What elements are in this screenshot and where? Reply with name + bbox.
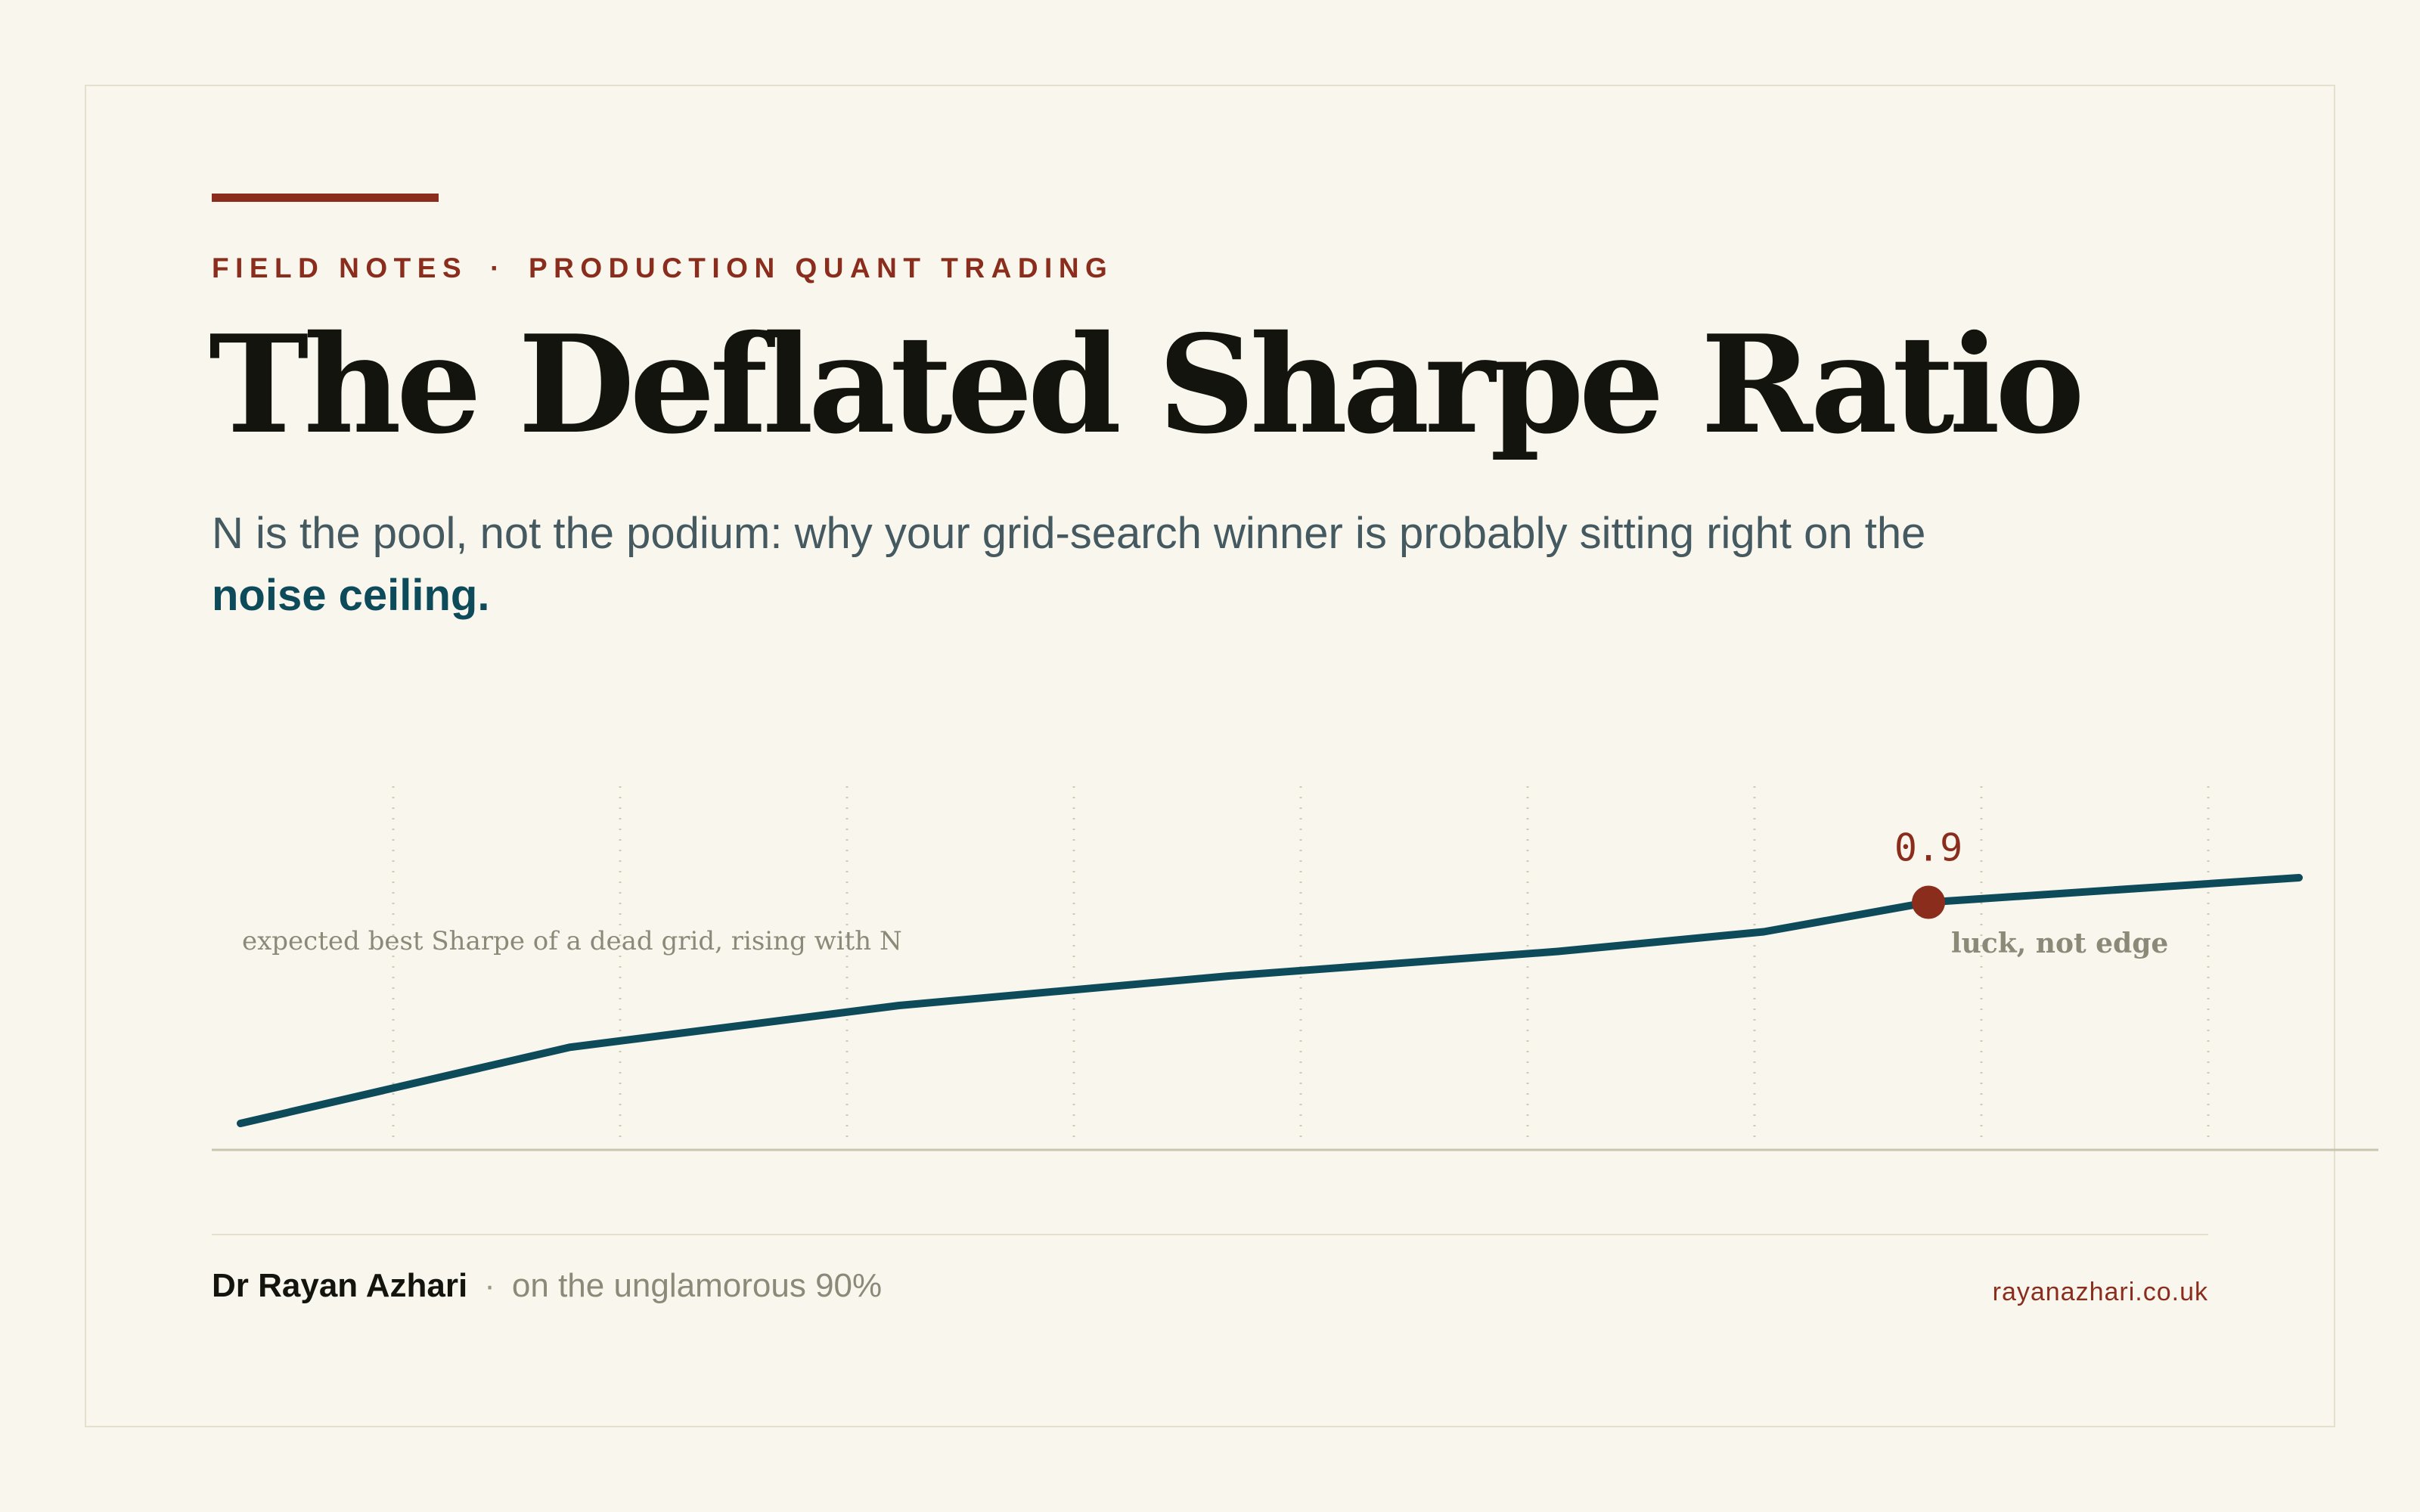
kicker-separator: ·: [490, 253, 506, 284]
author-name: Dr Rayan Azhari: [212, 1267, 468, 1304]
kicker-section: FIELD NOTES: [212, 253, 468, 284]
marker-value-label: 0.9: [1894, 826, 1962, 870]
subtitle-text: N is the pool, not the podium: why your …: [212, 509, 1926, 558]
footer-separator: ·: [484, 1267, 495, 1304]
kicker-topic: PRODUCTION QUANT TRADING: [528, 253, 1114, 284]
subtitle-highlight: noise ceiling.: [212, 571, 490, 620]
accent-rule: [212, 194, 439, 202]
winner-marker: [1912, 885, 1946, 919]
footer-tagline: on the unglamorous 90%: [511, 1267, 883, 1304]
subtitle: N is the pool, not the podium: why your …: [212, 503, 1951, 627]
site-link[interactable]: rayanazhari.co.uk: [1992, 1278, 2208, 1306]
footer: Dr Rayan Azhari · on the unglamorous 90%: [212, 1267, 882, 1305]
marker-caption: luck, not edge: [1951, 928, 2168, 959]
kicker: FIELD NOTES · PRODUCTION QUANT TRADING: [212, 253, 1113, 284]
card-frame: [85, 85, 2335, 1427]
curve-caption: expected best Sharpe of a dead grid, ris…: [242, 926, 902, 956]
footer-divider: [212, 1234, 2208, 1235]
page-title: The Deflated Sharpe Ratio: [209, 305, 2085, 463]
sharpe-curve: [237, 874, 2303, 1127]
